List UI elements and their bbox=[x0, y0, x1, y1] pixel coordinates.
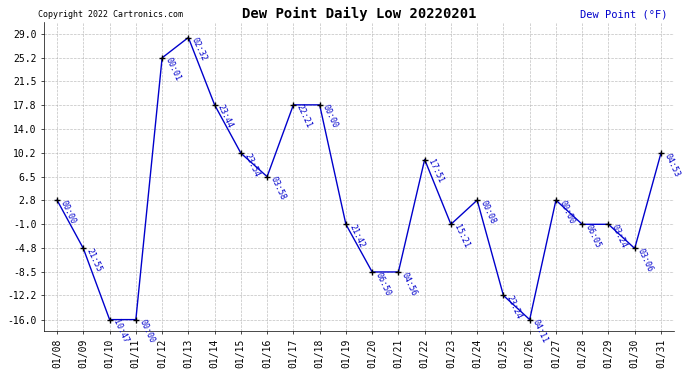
Text: 22:21: 22:21 bbox=[295, 104, 313, 130]
Text: 04:56: 04:56 bbox=[400, 271, 419, 297]
Text: 00:00: 00:00 bbox=[558, 199, 576, 225]
Text: 23:44: 23:44 bbox=[216, 104, 235, 130]
Text: 02:32: 02:32 bbox=[190, 36, 208, 63]
Text: 21:42: 21:42 bbox=[347, 223, 366, 249]
Text: 00:08: 00:08 bbox=[479, 199, 497, 225]
Text: 00:00: 00:00 bbox=[137, 318, 156, 345]
Text: 04:53: 04:53 bbox=[662, 152, 681, 178]
Text: 21:55: 21:55 bbox=[85, 247, 104, 273]
Text: 03:58: 03:58 bbox=[268, 175, 287, 202]
Title: Dew Point Daily Low 20220201: Dew Point Daily Low 20220201 bbox=[241, 7, 476, 21]
Text: 00:01: 00:01 bbox=[164, 57, 182, 83]
Text: 00:00: 00:00 bbox=[321, 104, 339, 130]
Text: Copyright 2022 Cartronics.com: Copyright 2022 Cartronics.com bbox=[38, 10, 183, 19]
Text: 23:54: 23:54 bbox=[242, 152, 261, 178]
Text: 04:11: 04:11 bbox=[531, 318, 550, 345]
Text: 03:06: 03:06 bbox=[636, 247, 655, 273]
Text: 23:24: 23:24 bbox=[505, 294, 524, 321]
Text: 06:05: 06:05 bbox=[584, 223, 602, 249]
Text: 03:24: 03:24 bbox=[610, 223, 629, 249]
Text: Dew Point (°F): Dew Point (°F) bbox=[580, 9, 668, 19]
Text: 15:21: 15:21 bbox=[453, 223, 471, 249]
Text: 17:51: 17:51 bbox=[426, 158, 445, 184]
Text: 10:47: 10:47 bbox=[111, 318, 130, 345]
Text: 00:00: 00:00 bbox=[59, 199, 77, 225]
Text: 06:50: 06:50 bbox=[373, 271, 392, 297]
